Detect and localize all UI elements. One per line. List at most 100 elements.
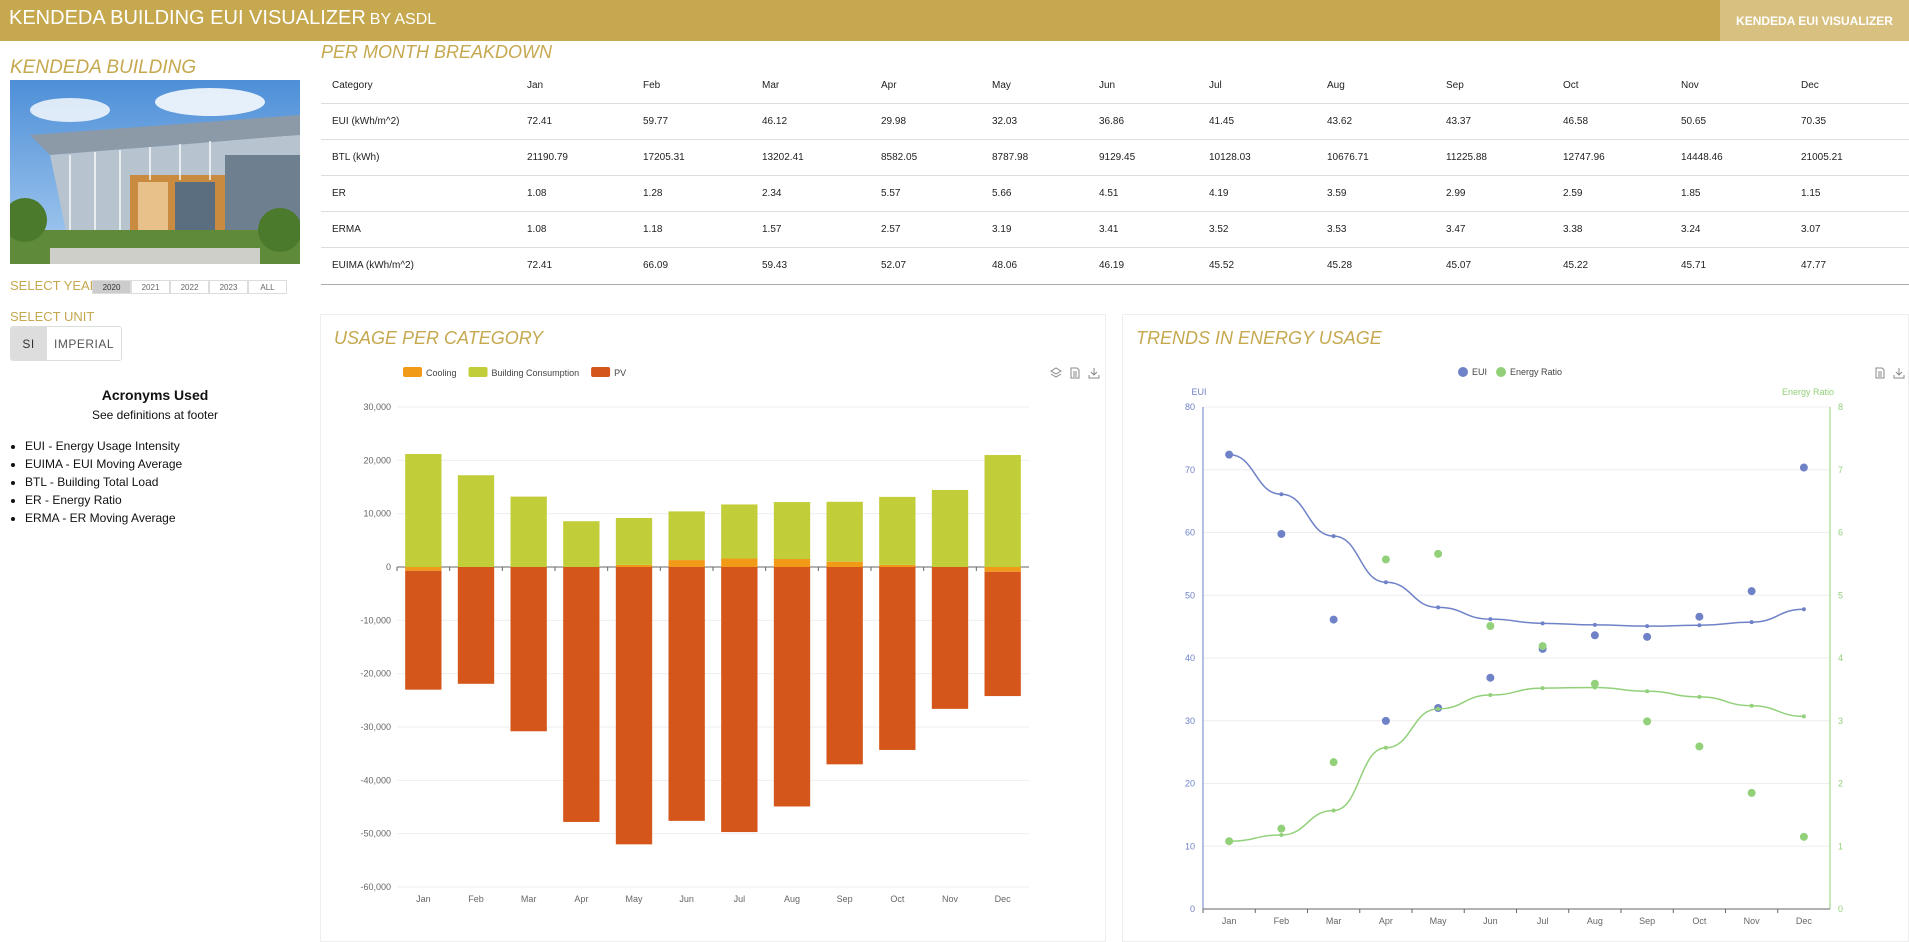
- bar-building-consumption: [510, 496, 547, 567]
- table-cell: 4.51: [1099, 188, 1119, 199]
- y-left-tick-label: 50: [1185, 590, 1195, 600]
- year-button-2022[interactable]: 2022: [170, 280, 209, 294]
- table-cell: 1.08: [527, 224, 547, 235]
- unit-button-si[interactable]: SI: [11, 327, 46, 360]
- usage-panel-title: USAGE PER CATEGORY: [334, 328, 544, 348]
- line-point: [1540, 621, 1545, 626]
- scatter-point: [1486, 621, 1495, 630]
- line-point: [1331, 808, 1336, 813]
- x-tick-label: Oct: [890, 894, 905, 904]
- table-header-cell: Aug: [1327, 80, 1345, 91]
- year-button-2020[interactable]: 2020: [92, 280, 131, 294]
- unit-selector: SI IMPERIAL: [10, 326, 122, 361]
- table-cell: 1.15: [1801, 188, 1821, 199]
- line-point: [1697, 623, 1702, 628]
- table-cell: 3.38: [1563, 224, 1583, 235]
- bar-building-consumption: [457, 475, 495, 567]
- stack-icon[interactable]: [1050, 367, 1062, 378]
- y-right-tick-label: 4: [1838, 653, 1843, 663]
- acronym-item: ERMA - ER Moving Average: [25, 509, 182, 527]
- line-point: [1645, 624, 1650, 629]
- x-tick-label: Sep: [837, 894, 853, 904]
- table-cell: 59.77: [643, 116, 669, 127]
- download-icon[interactable]: [1088, 368, 1100, 379]
- app-brand[interactable]: KENDEDA BUILDING EUI VISUALIZER BY ASDL: [9, 7, 436, 30]
- scatter-point: [1747, 587, 1756, 596]
- bar-building-consumption: [668, 511, 705, 561]
- moving-average-line-1: [1229, 686, 1804, 842]
- bar-building-consumption: [563, 521, 600, 567]
- table-row: ERMA 1.08 1.18 1.57 2.57 3.19 3.41 3.52 3.53 3.47…: [321, 212, 1909, 248]
- x-tick-label: Dec: [995, 894, 1012, 904]
- y-tick-label: -50,000: [360, 829, 391, 839]
- x-tick-label: Nov: [942, 894, 959, 904]
- year-selector: 2020 2021 2022 2023 ALL: [92, 280, 287, 294]
- scatter-point: [1381, 555, 1390, 564]
- table-cell: 2.99: [1446, 188, 1466, 199]
- app-title: KENDEDA BUILDING EUI VISUALIZER: [9, 7, 366, 29]
- line-point: [1383, 745, 1388, 750]
- scatter-point: [1277, 529, 1286, 538]
- line-point: [1279, 832, 1284, 837]
- y-right-tick-label: 3: [1838, 716, 1843, 726]
- table-cell: 3.52: [1209, 224, 1229, 235]
- bar-pv: [668, 567, 705, 821]
- year-button-2021[interactable]: 2021: [131, 280, 170, 294]
- line-point: [1540, 686, 1545, 691]
- y-left-tick-label: 70: [1185, 465, 1195, 475]
- bar-building-consumption: [826, 501, 863, 562]
- table-cell: 72.41: [527, 116, 553, 127]
- unit-button-imperial[interactable]: IMPERIAL: [46, 327, 121, 360]
- year-button-all[interactable]: ALL: [248, 280, 287, 294]
- app-byline: BY ASDL: [369, 11, 437, 28]
- usage-per-category-panel: USAGE PER CATEGORY 30,000 20,000 10,000 0 -1…: [320, 314, 1106, 942]
- y-right-tick-label: 2: [1838, 779, 1843, 789]
- legend-swatch: [1458, 367, 1468, 377]
- bar-pv: [721, 567, 758, 833]
- table-cell: 3.24: [1681, 224, 1701, 235]
- bar-cooling: [984, 567, 1021, 572]
- legend-label: Energy Ratio: [1510, 367, 1562, 377]
- nav-link-visualizer[interactable]: KENDEDA EUI VISUALIZER: [1720, 0, 1909, 41]
- bar-building-consumption: [984, 454, 1021, 567]
- x-tick-label: Sep: [1639, 916, 1655, 926]
- table-row: EUIMA (kWh/m^2) 72.41 66.09 59.43 52.07 48.06…: [321, 248, 1909, 284]
- table-row-label: BTL (kWh): [332, 152, 380, 163]
- scatter-point: [1486, 673, 1495, 682]
- table-cell: 50.65: [1681, 116, 1707, 127]
- table-cell: 59.43: [762, 260, 788, 271]
- table-cell: 41.45: [1209, 116, 1235, 127]
- acronyms-title: Acronyms Used: [101, 387, 209, 403]
- table-header-cell: Apr: [881, 80, 897, 91]
- bar-pv: [615, 567, 653, 845]
- table-cell: 3.41: [1099, 224, 1119, 235]
- table-header-cell: Feb: [643, 80, 661, 91]
- table-cell: 10128.03: [1209, 152, 1251, 163]
- table-cell: 2.57: [881, 224, 901, 235]
- x-tick-label: Feb: [468, 894, 484, 904]
- data-view-icon[interactable]: [1070, 367, 1080, 379]
- table-cell: 5.57: [881, 188, 901, 199]
- table-header-cell: Jun: [1099, 80, 1116, 91]
- line-point: [1592, 622, 1597, 627]
- y-left-tick-label: 60: [1185, 528, 1195, 538]
- bar-building-consumption: [721, 504, 758, 559]
- month-breakdown-table: Category Jan Feb Mar Apr May Jun Jul Aug Sep Oct No…: [321, 68, 1909, 285]
- bar-cooling: [773, 559, 811, 567]
- x-tick-label: Jun: [1483, 916, 1498, 926]
- data-view-icon[interactable]: [1875, 367, 1885, 379]
- bar-building-consumption: [879, 496, 916, 565]
- table-cell: 48.06: [992, 260, 1018, 271]
- download-icon[interactable]: [1893, 368, 1905, 379]
- table-cell: 3.07: [1801, 224, 1821, 235]
- scatter-point: [1747, 788, 1756, 797]
- line-point: [1697, 694, 1702, 699]
- table-row-label: EUIMA (kWh/m^2): [332, 260, 414, 271]
- trends-panel-title: TRENDS IN ENERGY USAGE: [1136, 328, 1382, 348]
- bar-cooling: [615, 564, 653, 567]
- scatter-point: [1799, 463, 1808, 472]
- x-tick-label: Jan: [1222, 916, 1237, 926]
- year-button-2023[interactable]: 2023: [209, 280, 248, 294]
- table-cell: 1.57: [762, 224, 782, 235]
- table-cell: 52.07: [881, 260, 907, 271]
